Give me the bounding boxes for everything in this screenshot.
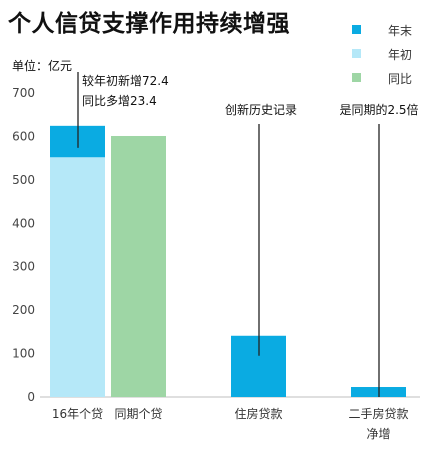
x-category-label: 净增 [366, 427, 390, 441]
x-category-label: 16年个贷 [52, 407, 103, 421]
unit-label: 单位：亿元 [12, 59, 73, 73]
legend-label-yoy: 同比 [388, 72, 413, 86]
legend-item-yoy: 同比 [352, 70, 422, 94]
y-tick-label: 0 [27, 390, 35, 404]
legend-swatch-year-end [352, 25, 361, 34]
legend-item-year-end: 年末 [352, 22, 422, 46]
chart-title: 个人信贷支撑作用持续增强 [8, 11, 290, 37]
legend-item-year-start: 年初 [352, 46, 422, 70]
legend-label-year-start: 年初 [388, 48, 413, 62]
x-category-label: 二手房贷款 [348, 406, 408, 421]
legend-swatch-yoy [352, 73, 361, 82]
y-tick-label: 200 [12, 303, 35, 317]
legend-swatch-year-start [352, 49, 361, 58]
y-tick-label: 600 [12, 129, 35, 143]
x-category-label: 同期个贷 [114, 407, 162, 421]
y-tick-label: 700 [12, 86, 35, 100]
annotation-text: 较年初新增72.4 [82, 73, 169, 88]
y-tick-label: 500 [12, 173, 35, 187]
annotation-text: 同比多增23.4 [82, 94, 157, 108]
annotation-text: 创新历史记录 [225, 102, 297, 117]
y-tick-label: 300 [12, 260, 35, 274]
y-tick-label: 400 [12, 216, 35, 230]
legend-label-year-end: 年末 [388, 24, 413, 38]
y-tick-label: 100 [12, 347, 35, 361]
bar-segment [50, 157, 105, 397]
x-category-label: 住房贷款 [234, 406, 282, 421]
legend: 年末 年初 同比 [352, 22, 422, 94]
annotation-text: 是同期的2.5倍 [339, 102, 418, 117]
bar-segment [111, 135, 166, 397]
